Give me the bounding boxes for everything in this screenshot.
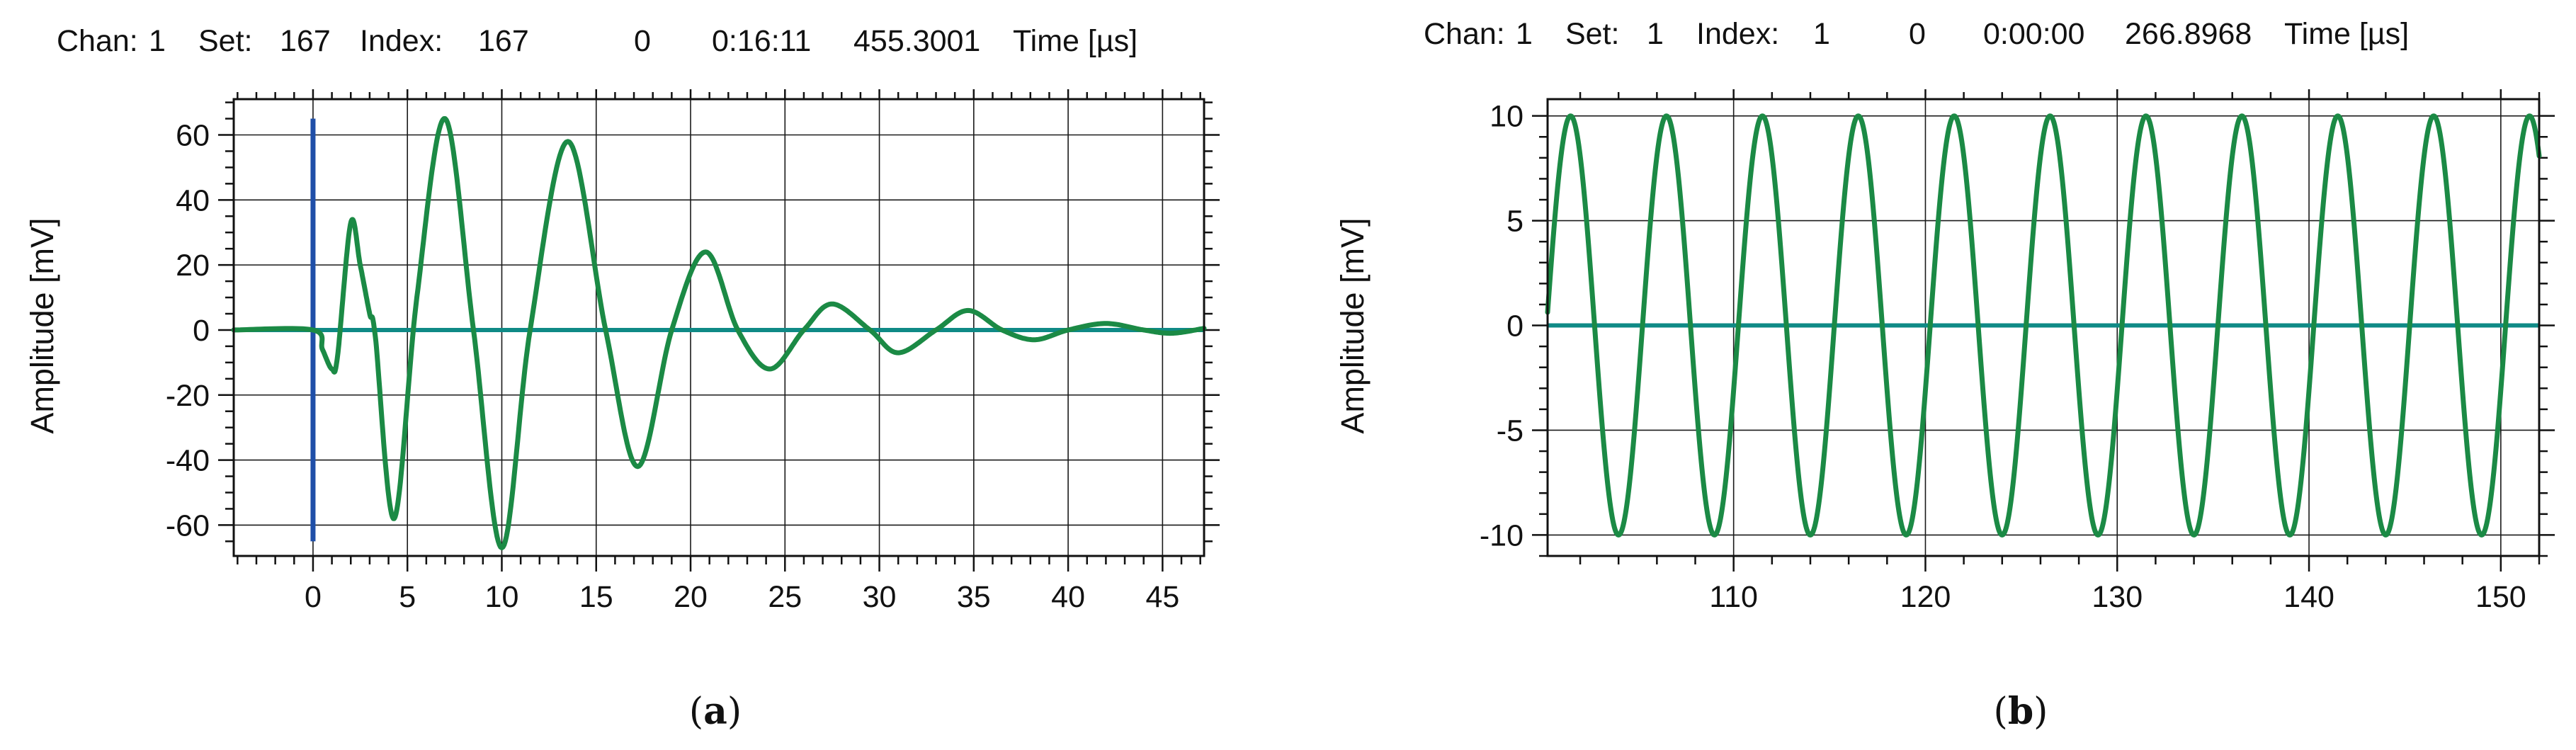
x-tick-label: 130 <box>2092 580 2143 614</box>
y-tick-label: -10 <box>1480 518 1524 552</box>
chart-a-caption-letter: a <box>703 690 727 733</box>
chart-b-header: Chan: 1 Set: 1 Index: 1 0 0:00:00 266.89… <box>1424 17 2409 51</box>
chart-a-chan-label: Chan: <box>57 24 138 58</box>
chart-b-plot-area <box>1545 113 2542 538</box>
chart-b-clock: 0:00:00 <box>1983 17 2084 51</box>
y-tick-label: 20 <box>176 249 210 283</box>
chart-a-set-label: Set: <box>198 24 253 58</box>
chart-b-caption-letter: b <box>2008 690 2033 733</box>
x-tick-label: 40 <box>1051 580 1085 614</box>
chart-a-zero: 0 <box>634 24 651 58</box>
y-tick-label: -5 <box>1497 414 1524 448</box>
y-tick-label: 40 <box>176 183 210 217</box>
chart-b-reading: 266.8968 <box>2125 17 2252 51</box>
x-tick-label: 45 <box>1145 580 1179 614</box>
chart-b-set: 1 <box>1647 17 1664 51</box>
y-tick-label: 0 <box>193 314 210 348</box>
chart-a-plot-area <box>231 116 1207 550</box>
chart-b-ylabel: Amplitude [mV] <box>1334 217 1371 433</box>
y-tick-label: -20 <box>166 379 210 413</box>
chart-a-ylabel: Amplitude [mV] <box>24 217 60 433</box>
x-tick-label: 5 <box>399 580 416 614</box>
x-tick-label: 25 <box>768 580 802 614</box>
chart-b-frame <box>1546 98 2541 557</box>
chart-b: Chan: 1 Set: 1 Index: 1 0 0:00:00 266.89… <box>1334 17 2555 733</box>
y-tick-label: -40 <box>166 444 210 478</box>
y-tick-label: 60 <box>176 118 210 152</box>
chart-a-header: Chan: 1 Set: 167 Index: 167 0 0:16:11 45… <box>57 24 1137 58</box>
chart-b-chan: 1 <box>1516 17 1533 51</box>
x-tick-label: 120 <box>1900 580 1951 614</box>
chart-a-caption: (a) <box>689 690 742 733</box>
series-line <box>1545 113 2542 538</box>
chart-b-caption: (b) <box>1994 690 2048 733</box>
chart-a-grid <box>234 99 1204 556</box>
x-tick-label: 150 <box>2475 580 2526 614</box>
x-tick-label: 10 <box>485 580 519 614</box>
y-tick-label: 10 <box>1490 100 1524 134</box>
chart-a-index-label: Index: <box>360 24 443 58</box>
x-tick-label: 30 <box>863 580 897 614</box>
y-tick-label: -60 <box>166 508 210 542</box>
chart-b-time-unit: Time [µs] <box>2284 17 2409 51</box>
chart-b-zero: 0 <box>1909 17 1926 51</box>
chart-a-clock: 0:16:11 <box>712 24 811 58</box>
chart-a: Chan: 1 Set: 167 Index: 167 0 0:16:11 45… <box>24 24 1220 733</box>
chart-a-set: 167 <box>280 24 331 58</box>
chart-b-index-label: Index: <box>1696 17 1779 51</box>
x-tick-label: 0 <box>305 580 322 614</box>
chart-a-frame <box>232 98 1205 557</box>
x-tick-label: 20 <box>674 580 708 614</box>
chart-a-index: 167 <box>478 24 529 58</box>
x-tick-label: 35 <box>957 580 991 614</box>
series-line <box>231 116 1207 550</box>
x-tick-label: 110 <box>1709 580 1758 614</box>
chart-b-ticks: 110 120 130 140 150 10 5 0 -5 -10 <box>1480 89 2555 614</box>
y-tick-label: 5 <box>1507 205 1524 239</box>
chart-b-set-label: Set: <box>1565 17 1620 51</box>
chart-a-chan: 1 <box>149 24 166 58</box>
chart-a-reading: 455.3001 <box>853 24 980 58</box>
chart-a-time-unit: Time [µs] <box>1013 24 1137 58</box>
y-tick-label: 0 <box>1507 309 1524 343</box>
x-tick-label: 140 <box>2283 580 2334 614</box>
chart-b-chan-label: Chan: <box>1424 17 1505 51</box>
chart-b-index: 1 <box>1813 17 1830 51</box>
x-tick-label: 15 <box>579 580 613 614</box>
chart-a-ticks: 0 5 10 15 20 25 30 35 40 45 60 40 20 0 -20 -40 -60 <box>166 89 1220 614</box>
